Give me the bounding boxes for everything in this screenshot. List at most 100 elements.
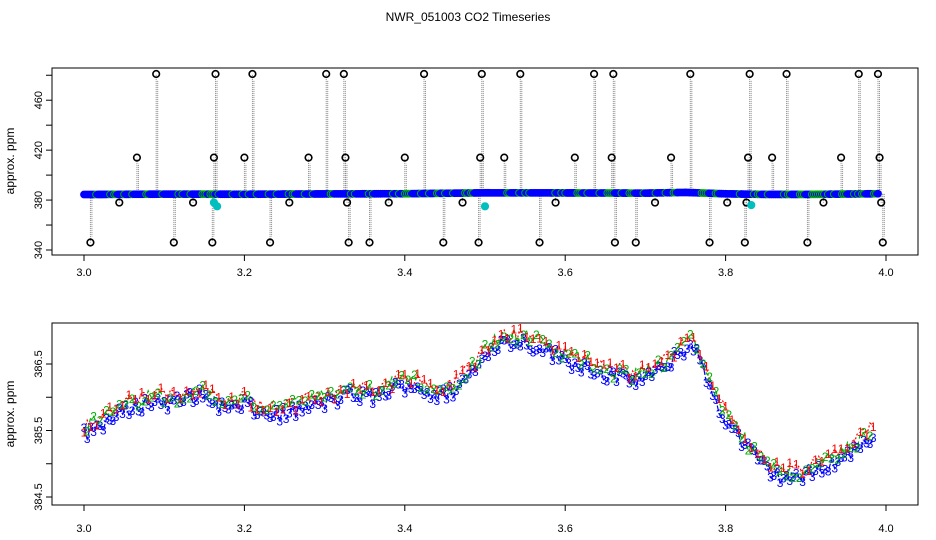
series-marker-3: 3 [164, 403, 171, 417]
series-marker-3: 3 [341, 383, 348, 397]
series-marker-3: 3 [219, 395, 226, 409]
series-marker-2: 2 [392, 377, 399, 391]
series-marker-3: 3 [494, 343, 501, 357]
series-marker-3: 3 [145, 398, 152, 412]
series-marker-1: 1 [863, 428, 870, 442]
series-marker-3: 3 [90, 425, 97, 439]
series-marker-2: 2 [860, 426, 867, 440]
series-marker-3: 3 [373, 385, 380, 399]
series-marker-3: 3 [209, 397, 216, 411]
series-marker-3: 3 [116, 401, 123, 415]
series-marker-2: 2 [591, 362, 598, 376]
plot-frame [51, 322, 919, 506]
series-marker-1: 1 [260, 404, 267, 418]
outlier-point [474, 238, 483, 247]
series-marker-3: 3 [504, 332, 511, 346]
y-tick-label: 340 [33, 241, 45, 259]
outlier-point [877, 198, 886, 207]
series-marker-3: 3 [440, 382, 447, 396]
series-marker-1: 1 [151, 388, 158, 402]
series-marker-2: 2 [738, 431, 745, 445]
series-marker-1: 1 [504, 331, 511, 345]
series-marker-3: 3 [292, 410, 299, 424]
series-marker-3: 3 [802, 464, 809, 478]
series-marker-3: 3 [289, 399, 296, 413]
series-marker-3: 3 [215, 405, 222, 419]
axis-ticks: 3.0 3.2 3.4 3.6 3.8 4.0 340 380 420 460 [33, 74, 894, 279]
outlier-point [209, 153, 219, 162]
series-marker-2: 2 [405, 373, 412, 387]
series-marker-2: 2 [97, 413, 104, 427]
series-marker-1: 1 [119, 398, 126, 412]
series-marker-1: 1 [408, 377, 415, 391]
series-marker-3: 3 [87, 420, 94, 434]
series-marker-3: 3 [106, 414, 113, 428]
flagged-point [213, 202, 222, 211]
outlier-point [476, 153, 485, 162]
series-marker-2: 2 [289, 393, 296, 407]
series-marker-2: 2 [648, 367, 655, 381]
series-marker-3: 3 [273, 403, 280, 417]
series-marker-3: 3 [719, 412, 726, 426]
series-marker-3: 3 [222, 401, 229, 415]
series-marker-3: 3 [161, 394, 168, 408]
series-marker-3: 3 [392, 376, 399, 390]
outlier-point [570, 153, 579, 162]
series-marker-3: 3 [857, 442, 864, 456]
series-marker-3: 3 [758, 454, 765, 468]
series-marker-1: 1 [536, 332, 543, 346]
series-marker-2: 2 [296, 393, 303, 407]
series-marker-1: 1 [357, 382, 364, 396]
series-marker-3: 3 [344, 383, 351, 397]
series-marker-3: 3 [511, 338, 518, 352]
series-marker-2: 2 [507, 332, 514, 346]
series-marker-3: 3 [770, 469, 777, 483]
series-marker-3: 3 [376, 390, 383, 404]
series-marker-3: 3 [267, 411, 274, 425]
series-marker-3: 3 [142, 392, 149, 406]
series-marker-1: 1 [273, 405, 280, 419]
series-marker-1: 1 [286, 396, 293, 410]
series-marker-2: 2 [353, 384, 360, 398]
series-marker-1: 1 [389, 382, 396, 396]
outlier-point [516, 69, 525, 79]
series-marker-2: 2 [308, 387, 315, 401]
series-marker-3: 3 [780, 471, 787, 485]
series-marker-2: 2 [206, 388, 213, 402]
series-marker-3: 3 [786, 474, 793, 488]
series-marker-2: 2 [142, 394, 149, 408]
series-marker-3: 3 [668, 360, 675, 374]
series-marker-3: 3 [793, 466, 800, 480]
outlier-point [169, 238, 178, 247]
series-marker-3: 3 [488, 340, 495, 354]
outlier-point [342, 198, 352, 207]
outlier-point [400, 153, 409, 162]
flagged-point [480, 202, 490, 211]
series-marker-2: 2 [347, 380, 354, 394]
series-marker-1: 1 [401, 367, 408, 381]
series-marker-2: 2 [828, 451, 835, 465]
series-marker-1: 1 [459, 363, 466, 377]
series-marker-3: 3 [254, 408, 261, 422]
outlier-point [745, 69, 754, 79]
y-tick-label: 380 [33, 191, 45, 209]
chart-title: NWR_051003 CO2 Timeseries [386, 10, 551, 24]
series-marker-3: 3 [584, 359, 591, 373]
outlier-point [609, 69, 618, 79]
series-marker-3: 3 [485, 350, 492, 364]
series-marker-2: 2 [193, 384, 200, 398]
series-marker-1: 1 [645, 360, 652, 374]
series-marker-1: 1 [331, 392, 338, 406]
series-marker-1: 1 [697, 347, 704, 361]
series-marker-3: 3 [671, 345, 678, 359]
series-marker-2: 2 [430, 382, 437, 396]
series-marker-3: 3 [578, 366, 585, 380]
series-marker-1: 1 [434, 383, 441, 397]
series-marker-3: 3 [835, 455, 842, 469]
series-lines [83, 326, 874, 485]
series-marker-3: 3 [469, 362, 476, 376]
series-marker-3: 3 [623, 369, 630, 383]
series-marker-3: 3 [600, 373, 607, 387]
series-marker-3: 3 [129, 404, 136, 418]
outlier-point [248, 69, 257, 79]
